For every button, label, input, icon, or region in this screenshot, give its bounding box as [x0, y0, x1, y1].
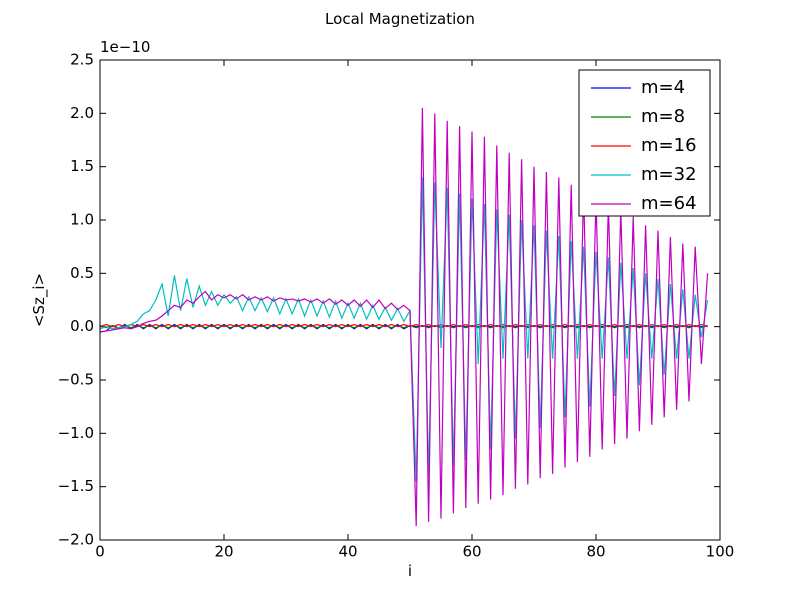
series-line: [100, 107, 709, 527]
x-axis-label: i: [408, 562, 412, 580]
y-tick-label: −1.5: [58, 477, 94, 495]
y-tick-label: −2.0: [58, 531, 94, 549]
y-tick-label: −1.0: [58, 424, 94, 442]
y-tick-label: −0.5: [58, 371, 94, 389]
chart-title: Local Magnetization: [325, 10, 475, 28]
y-tick-label: 2.0: [70, 104, 94, 122]
x-tick-label: 80: [586, 543, 605, 561]
y-tick-label: 1.0: [70, 211, 94, 229]
legend-label: m=64: [641, 193, 697, 214]
plot-lines: [100, 107, 709, 527]
plot-frame: [99, 59, 721, 541]
y-offset: 1e−10: [100, 38, 150, 56]
x-tick-label: 40: [338, 543, 357, 561]
legend-label: m=8: [641, 106, 685, 127]
x-tick-label: 100: [706, 543, 735, 561]
y-axis-label: <Sz_i>: [30, 273, 49, 327]
legend-label: m=4: [641, 77, 685, 98]
x-tick-label: 20: [214, 543, 233, 561]
y-tick-label: 0.0: [70, 317, 94, 335]
legend-box: [578, 69, 711, 217]
y-tick-label: 2.5: [70, 51, 94, 69]
series-line: [100, 323, 708, 328]
legend-label: m=16: [641, 135, 697, 156]
y-tick-label: 0.5: [70, 264, 94, 282]
legend-label: m=32: [641, 164, 697, 185]
x-tick-label: 0: [95, 543, 105, 561]
x-tick-label: 60: [462, 543, 481, 561]
y-tick-label: 1.5: [70, 157, 94, 175]
